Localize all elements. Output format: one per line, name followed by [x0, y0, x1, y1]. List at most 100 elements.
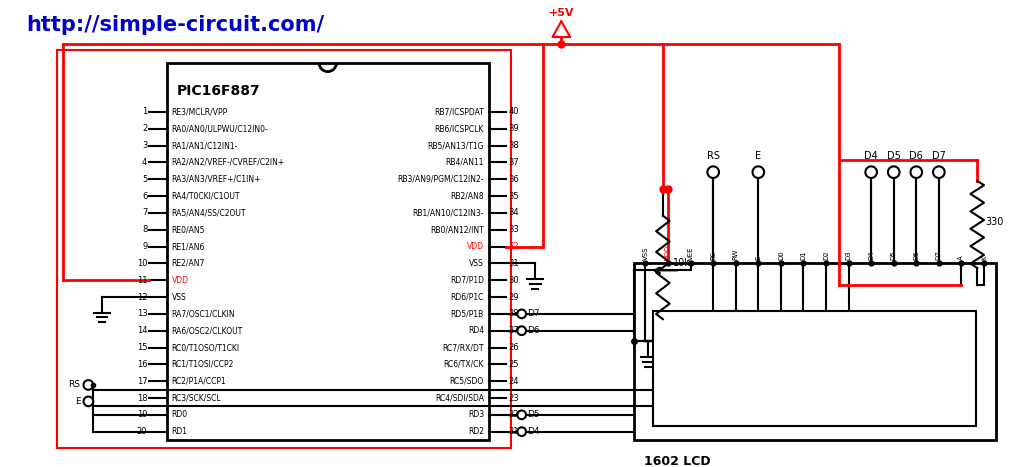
Text: 21: 21 — [508, 427, 518, 436]
Circle shape — [517, 326, 526, 335]
Text: D5: D5 — [887, 150, 901, 161]
Text: RB7/ICSPDAT: RB7/ICSPDAT — [434, 107, 484, 116]
Text: VSS: VSS — [642, 247, 648, 260]
Text: E: E — [756, 256, 761, 260]
Text: 4: 4 — [142, 158, 147, 167]
Text: 14: 14 — [137, 326, 147, 335]
Text: RA0/AN0/ULPWU/C12IN0-: RA0/AN0/ULPWU/C12IN0- — [172, 124, 268, 133]
Text: D2: D2 — [823, 251, 829, 260]
Text: RB5/AN13/T1G: RB5/AN13/T1G — [427, 141, 484, 150]
Text: 1: 1 — [142, 107, 147, 116]
Text: RA7/OSC1/CLKIN: RA7/OSC1/CLKIN — [172, 309, 236, 318]
Text: 23: 23 — [508, 394, 519, 403]
Text: http://simple-circuit.com/: http://simple-circuit.com/ — [27, 14, 325, 35]
Text: 36: 36 — [508, 175, 519, 184]
Text: 5: 5 — [142, 175, 147, 184]
Text: 31: 31 — [508, 259, 519, 268]
Text: RD2: RD2 — [468, 427, 484, 436]
Text: E: E — [75, 397, 81, 406]
Text: RB4/AN11: RB4/AN11 — [445, 158, 484, 167]
Circle shape — [865, 166, 877, 178]
Text: RB0/AN12/INT: RB0/AN12/INT — [430, 225, 484, 234]
Text: 11: 11 — [137, 276, 147, 285]
Text: 26: 26 — [508, 343, 519, 352]
Text: D5: D5 — [527, 410, 540, 419]
Text: D7: D7 — [527, 309, 540, 318]
Text: RC0/T1OSO/T1CKI: RC0/T1OSO/T1CKI — [172, 343, 240, 352]
Text: 25: 25 — [508, 360, 518, 369]
Bar — [634, 263, 995, 440]
Circle shape — [517, 410, 526, 419]
Text: 3: 3 — [142, 141, 147, 150]
Bar — [167, 63, 488, 440]
Bar — [57, 50, 511, 448]
Text: RC4/SDI/SDA: RC4/SDI/SDA — [435, 394, 484, 403]
Text: 7: 7 — [142, 208, 147, 217]
Text: A: A — [958, 255, 965, 260]
Circle shape — [84, 380, 93, 390]
Text: 28: 28 — [508, 309, 519, 318]
Text: RS: RS — [711, 251, 716, 260]
Text: 10: 10 — [137, 259, 147, 268]
Text: D6: D6 — [913, 250, 920, 260]
Text: D4: D4 — [527, 427, 540, 436]
Text: RE1/AN6: RE1/AN6 — [172, 242, 205, 251]
Text: D4: D4 — [868, 251, 874, 260]
Text: PIC16F887: PIC16F887 — [176, 84, 260, 98]
Text: 29: 29 — [508, 292, 518, 302]
Text: RD7/P1D: RD7/P1D — [450, 276, 484, 285]
Text: VSS: VSS — [469, 259, 484, 268]
Text: VEE: VEE — [687, 247, 693, 260]
Text: D3: D3 — [846, 250, 852, 260]
Text: 10k: 10k — [673, 258, 690, 268]
Text: K: K — [981, 255, 987, 260]
Text: D7: D7 — [936, 250, 942, 260]
Text: RA1/AN1/C12IN1-: RA1/AN1/C12IN1- — [172, 141, 238, 150]
Text: 13: 13 — [137, 309, 147, 318]
Text: 30: 30 — [508, 276, 519, 285]
Text: 6: 6 — [142, 191, 147, 200]
Text: RS: RS — [69, 381, 81, 389]
Text: RD4: RD4 — [468, 326, 484, 335]
Text: 22: 22 — [508, 410, 518, 419]
Text: D6: D6 — [909, 150, 924, 161]
Text: 15: 15 — [137, 343, 147, 352]
Circle shape — [888, 166, 899, 178]
Text: RD5/P1B: RD5/P1B — [451, 309, 484, 318]
Circle shape — [910, 166, 922, 178]
Text: VDD: VDD — [467, 242, 484, 251]
Text: +5V: +5V — [549, 8, 574, 18]
Text: E: E — [756, 150, 762, 161]
Text: RA6/OSC2/CLKOUT: RA6/OSC2/CLKOUT — [172, 326, 243, 335]
Text: 330: 330 — [985, 218, 1004, 227]
Bar — [653, 311, 976, 425]
Text: RD3: RD3 — [468, 410, 484, 419]
Text: 18: 18 — [137, 394, 147, 403]
Text: RD0: RD0 — [172, 410, 187, 419]
Text: RE3/MCLR/VPP: RE3/MCLR/VPP — [172, 107, 227, 116]
Circle shape — [517, 427, 526, 436]
Text: RA5/AN4/SS/C2OUT: RA5/AN4/SS/C2OUT — [172, 208, 246, 217]
Text: D6: D6 — [527, 326, 540, 335]
Text: RC1/T1OSI/CCP2: RC1/T1OSI/CCP2 — [172, 360, 233, 369]
Text: 27: 27 — [508, 326, 519, 335]
Text: D0: D0 — [778, 250, 784, 260]
Text: 33: 33 — [508, 225, 519, 234]
Text: 8: 8 — [142, 225, 147, 234]
Text: 40: 40 — [508, 107, 518, 116]
Text: RS: RS — [707, 150, 720, 161]
Text: 19: 19 — [137, 410, 147, 419]
Text: VDD: VDD — [172, 276, 188, 285]
Text: 20: 20 — [137, 427, 147, 436]
Text: RC7/RX/DT: RC7/RX/DT — [442, 343, 484, 352]
Text: RA4/T0CKI/C1OUT: RA4/T0CKI/C1OUT — [172, 191, 240, 200]
Text: RB1/AN10/C12IN3-: RB1/AN10/C12IN3- — [413, 208, 484, 217]
Text: 2: 2 — [142, 124, 147, 133]
Text: RB3/AN9/PGM/C12IN2-: RB3/AN9/PGM/C12IN2- — [397, 175, 484, 184]
Text: 24: 24 — [508, 377, 518, 386]
Text: 16: 16 — [137, 360, 147, 369]
Text: 39: 39 — [508, 124, 519, 133]
Text: D5: D5 — [891, 251, 897, 260]
Text: 34: 34 — [508, 208, 519, 217]
Text: 38: 38 — [508, 141, 519, 150]
